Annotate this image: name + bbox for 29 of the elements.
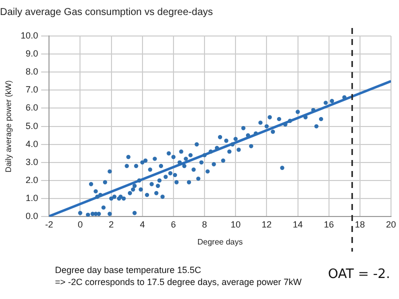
- y-tick-label: 4.0: [26, 138, 38, 149]
- x-axis-title: Degree days: [197, 237, 243, 246]
- y-tick-label: 3.0: [26, 156, 38, 167]
- text: OAT = -2.: [328, 267, 390, 282]
- x-tick-label: 20: [386, 219, 396, 230]
- chart-title: Daily average Gas consumption vs degree-days: [0, 6, 213, 18]
- y-axis-title: Daily average power (kW): [4, 80, 14, 172]
- x-tick-label: 8: [202, 219, 208, 230]
- x-tick-label: 16: [324, 219, 334, 230]
- text: => -2C corresponds to 17.5 degree days, average power 7kW: [55, 277, 302, 287]
- y-tick-label: 5.0: [26, 120, 38, 131]
- text: Degree day base temperature 15.5C: [55, 265, 202, 275]
- y-tick-label: 7.0: [26, 84, 38, 95]
- y-tick-label: 10.0: [20, 30, 38, 40]
- x-tick-label: 6: [170, 219, 176, 230]
- y-tick-label: 6.0: [26, 102, 38, 113]
- y-tick-label: 9.0: [26, 48, 38, 59]
- x-tick-label: 10: [230, 219, 241, 230]
- x-tick-label: 18: [354, 219, 365, 230]
- x-tick-label: 0: [78, 219, 83, 230]
- x-tick-label: 4: [140, 219, 145, 230]
- y-tick-label: 0.0: [26, 211, 38, 222]
- x-tick-label: 12: [262, 219, 272, 230]
- x-tick-label: 2: [108, 219, 114, 230]
- x-tick-label: -2: [45, 219, 54, 230]
- y-tick-label: 2.0: [26, 174, 38, 185]
- y-tick-label: 8.0: [26, 66, 38, 77]
- x-tick-label: 14: [292, 219, 303, 230]
- y-tick-label: 1.0: [26, 193, 38, 204]
